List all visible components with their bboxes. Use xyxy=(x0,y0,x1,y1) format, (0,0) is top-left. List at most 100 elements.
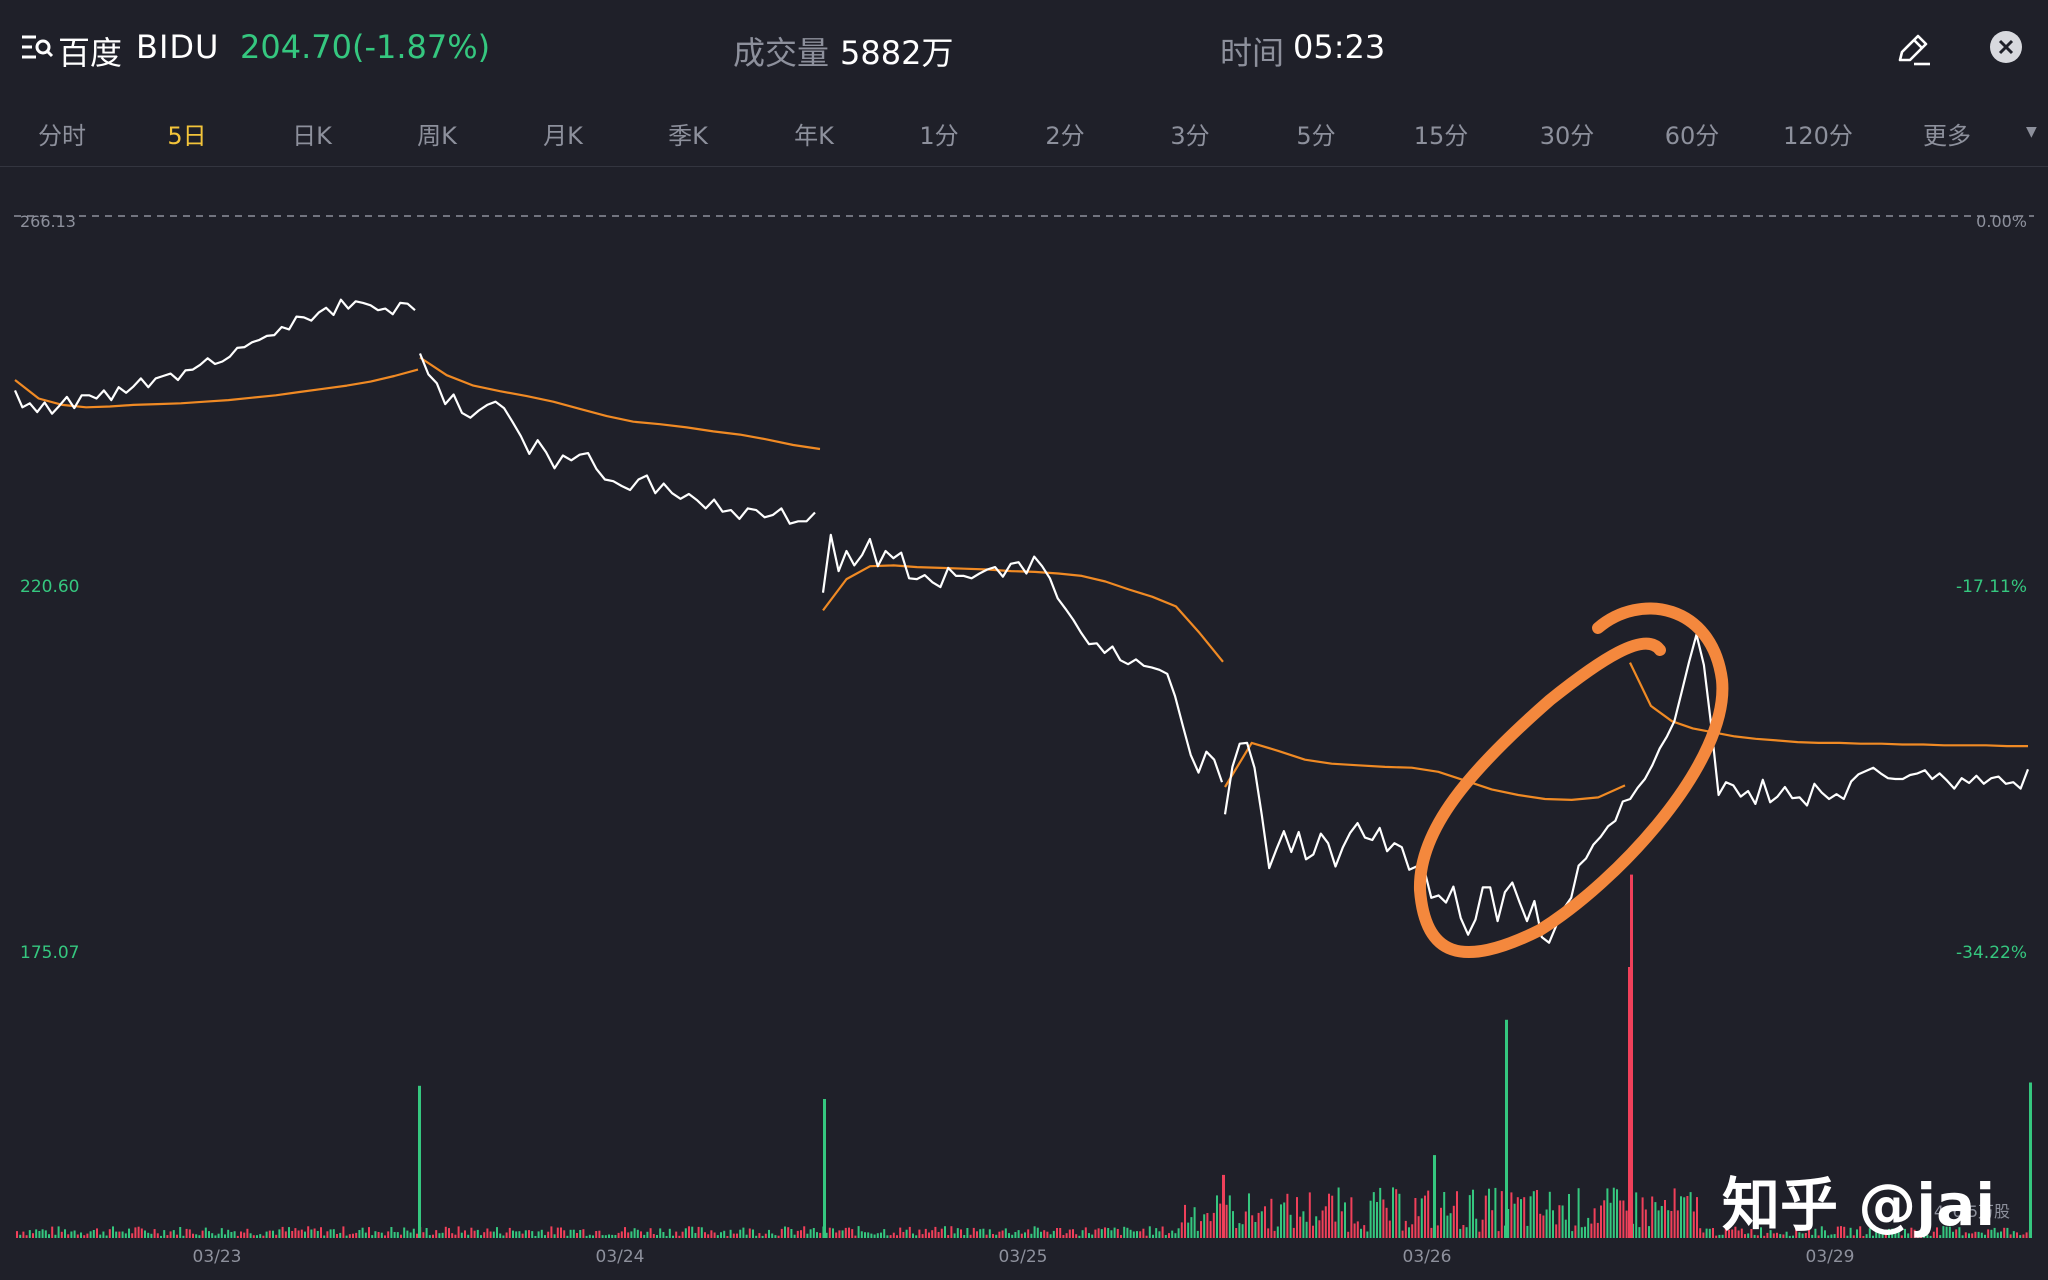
volume-bar xyxy=(1302,1211,1305,1238)
volume-bar xyxy=(819,1232,822,1238)
volume-bar xyxy=(473,1230,476,1238)
volume-bar xyxy=(662,1232,665,1238)
volume-bar xyxy=(1020,1233,1023,1238)
volume-bar xyxy=(969,1234,972,1238)
tab-30min[interactable]: 30分 xyxy=(1539,122,1595,150)
volume-bar xyxy=(1555,1224,1558,1238)
volume-bar xyxy=(1116,1229,1119,1238)
volume-bar xyxy=(1366,1231,1369,1238)
tab-monthly-k[interactable]: 月K xyxy=(543,122,583,150)
volume-bar xyxy=(1574,1225,1577,1238)
volume-bar xyxy=(441,1232,444,1238)
tab-15min[interactable]: 15分 xyxy=(1413,122,1469,150)
tab-quarterly-k[interactable]: 季K xyxy=(668,122,708,150)
dropdown-arrow-icon[interactable]: ▼ xyxy=(2026,124,2037,140)
tab-daily-k[interactable]: 日K xyxy=(292,122,332,150)
volume-bar xyxy=(521,1233,524,1238)
volume-bar xyxy=(1849,1227,1852,1238)
intraday-5day-chart[interactable]: 266.13 220.60 175.07 0.00% -17.11% -34.2… xyxy=(0,167,2048,1280)
volume-bar xyxy=(384,1235,386,1238)
volume-bar xyxy=(358,1230,361,1238)
tab-5day[interactable]: 5日 xyxy=(167,122,207,150)
volume-bar xyxy=(86,1233,89,1238)
volume-bar xyxy=(1916,1232,1919,1238)
volume-bar xyxy=(518,1231,521,1238)
y-tick-left-mid: 220.60 xyxy=(20,577,79,597)
volume-bar xyxy=(1385,1207,1388,1238)
tab-yearly-k[interactable]: 年K xyxy=(794,122,834,150)
volume-bar xyxy=(249,1233,252,1238)
volume-bar xyxy=(784,1226,786,1238)
volume-bar xyxy=(2006,1227,2009,1238)
volume-bar xyxy=(998,1231,1001,1238)
volume-bar xyxy=(227,1229,230,1238)
volume-bar xyxy=(1609,1202,1612,1238)
volume-bar xyxy=(844,1227,847,1238)
tab-weekly-k[interactable]: 周K xyxy=(417,122,457,150)
volume-bar xyxy=(374,1231,377,1238)
volume-bar xyxy=(1958,1227,1961,1238)
volume-bar xyxy=(307,1226,310,1238)
volume-bar xyxy=(259,1234,262,1238)
volume-bar xyxy=(896,1235,898,1238)
volume-bar xyxy=(761,1235,764,1238)
avg-line-segment xyxy=(1629,662,2028,748)
tab-1min[interactable]: 1分 xyxy=(919,122,959,150)
volume-bar xyxy=(499,1233,502,1238)
volume-bar xyxy=(550,1226,553,1238)
volume-bar xyxy=(454,1234,457,1238)
volume-bar xyxy=(1328,1193,1330,1238)
volume-bar xyxy=(32,1233,34,1238)
volume-bar xyxy=(1270,1198,1273,1238)
volume-bar xyxy=(195,1234,198,1238)
volume-bar xyxy=(1619,1200,1622,1238)
volume-bar xyxy=(995,1234,998,1238)
volume-bar xyxy=(867,1232,870,1238)
volume-bar xyxy=(739,1229,742,1238)
volume-bar xyxy=(1667,1210,1670,1238)
volume-bar xyxy=(1836,1226,1839,1238)
volume-bar xyxy=(1174,1233,1177,1238)
volume-bar xyxy=(323,1235,326,1238)
volume-bar xyxy=(643,1234,646,1238)
volume-bar xyxy=(233,1231,236,1238)
volume-bar xyxy=(345,1235,348,1238)
volume-bar xyxy=(256,1235,258,1238)
tab-fenshi[interactable]: 分时 xyxy=(38,122,86,150)
volume-bar xyxy=(1715,1235,1718,1238)
volume-bar xyxy=(1161,1226,1164,1238)
volume-bar xyxy=(1091,1234,1094,1238)
tab-5min[interactable]: 5分 xyxy=(1296,122,1336,150)
annotation-ellipse xyxy=(1413,602,1729,959)
volume-bar xyxy=(1264,1206,1266,1238)
close-icon[interactable] xyxy=(1990,31,2022,63)
volume-bar xyxy=(528,1230,530,1238)
volume-bar xyxy=(585,1235,588,1238)
tab-more[interactable]: 更多 xyxy=(1923,122,1971,150)
volume-bar xyxy=(1833,1234,1836,1238)
volume-bar xyxy=(121,1231,124,1238)
volume-bar xyxy=(976,1231,978,1238)
volume-bar xyxy=(963,1235,966,1238)
volume-bar xyxy=(864,1232,866,1238)
pencil-edit-icon[interactable] xyxy=(1894,30,1932,68)
volume-bar xyxy=(979,1229,982,1238)
volume-bar xyxy=(1568,1194,1570,1238)
top-bar: 百度 BIDU 204.70(-1.87%) 成交量 5882万 时间 05:2… xyxy=(0,0,2048,100)
volume-bar xyxy=(1542,1215,1545,1238)
menu-search-icon[interactable] xyxy=(22,34,54,62)
tab-2min[interactable]: 2分 xyxy=(1045,122,1085,150)
volume-bar xyxy=(364,1232,367,1238)
volume-bar xyxy=(1500,1191,1503,1238)
volume-bar xyxy=(1107,1228,1110,1238)
volume-bar xyxy=(1907,1233,1910,1238)
tab-60min[interactable]: 60分 xyxy=(1664,122,1720,150)
volume-bar xyxy=(1801,1233,1804,1238)
tab-120min[interactable]: 120分 xyxy=(1783,122,1853,150)
volume-bar xyxy=(1334,1221,1337,1238)
volume-bar xyxy=(883,1229,886,1238)
volume-bar xyxy=(112,1226,114,1238)
tab-3min[interactable]: 3分 xyxy=(1170,122,1210,150)
volume-bar xyxy=(1532,1191,1535,1238)
volume-bar xyxy=(1193,1207,1196,1238)
